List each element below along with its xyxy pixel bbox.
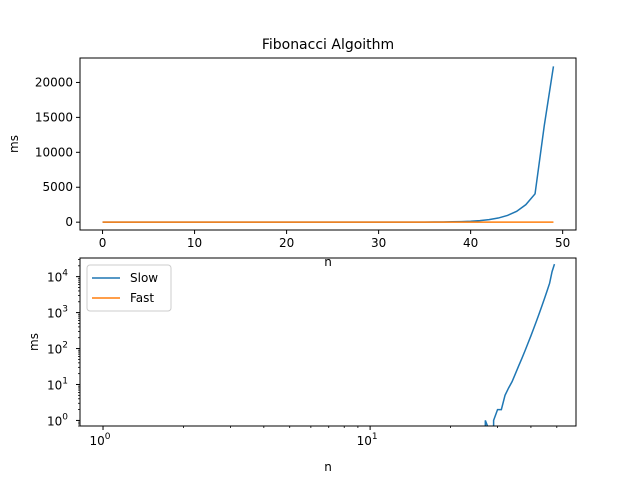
top-x-ticks: 0 10 20 30 40 50 (99, 230, 570, 250)
y-tick-label: 5000 (42, 180, 73, 194)
legend-box (86, 264, 172, 312)
top-x-axis-label: n (324, 255, 332, 269)
y-tick-label: 0 (65, 215, 73, 229)
y-tick-label: 15000 (35, 110, 73, 124)
x-tick-label: 30 (371, 236, 386, 250)
legend-label-fast: Fast (130, 291, 154, 305)
bottom-plot-area (484, 263, 556, 426)
bottom-x-axis-label: n (324, 460, 332, 474)
x-tick-label: 50 (555, 236, 570, 250)
legend: Slow Fast (86, 264, 172, 312)
bottom-axes-frame (79, 257, 577, 427)
top-axes-frame (79, 57, 577, 231)
legend-label-slow: Slow (130, 271, 158, 285)
top-y-ticks: 0 5000 10000 15000 20000 (35, 75, 80, 229)
top-chart: Fibonacci Algoithm 0 10 20 30 40 50 0 5000 1000… (7, 37, 577, 269)
series-line-slow-log (484, 263, 556, 426)
x-tick-label: 10 (187, 236, 202, 250)
top-plot-area (102, 66, 555, 223)
x-tick-label: 40 (463, 236, 478, 250)
y-tick-label: 20000 (35, 75, 73, 89)
x-tick-label: 0 (99, 236, 107, 250)
y-tick-label: 10000 (35, 145, 73, 159)
chart-title: Fibonacci Algoithm (262, 37, 394, 53)
x-tick-label: 20 (279, 236, 294, 250)
bottom-y-axis-label: ms (27, 333, 41, 351)
top-y-axis-label: ms (7, 135, 21, 153)
